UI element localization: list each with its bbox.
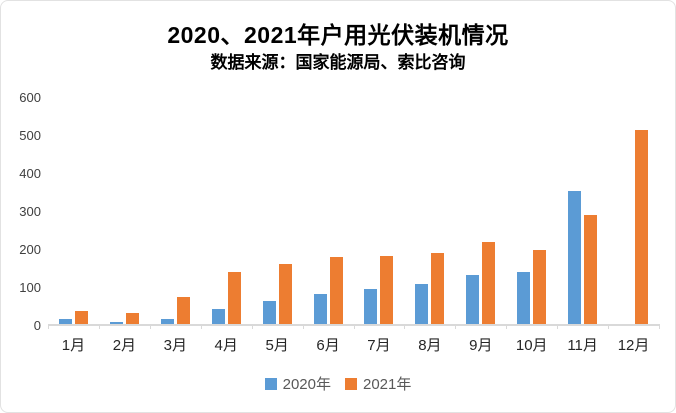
legend-item-2021: 2021年 bbox=[345, 373, 411, 394]
x-tick-label-12月: 12月 bbox=[617, 337, 650, 354]
bar-2021年-6月 bbox=[330, 257, 343, 324]
x-tick-label-7月: 7月 bbox=[367, 337, 391, 354]
x-tick-label-4月: 4月 bbox=[214, 337, 238, 354]
x-tick-label-10月: 10月 bbox=[515, 337, 548, 354]
y-tick-label-300: 300 bbox=[19, 204, 41, 219]
x-axis-tick bbox=[506, 324, 508, 329]
bar-2020年-10月 bbox=[517, 272, 530, 324]
x-axis-tick bbox=[98, 324, 100, 329]
legend: 2020年 2021年 bbox=[1, 373, 675, 394]
x-axis: 1月 2月 3月 4月 5月 6月 7月 8月 9月 10月 11月 12月 bbox=[48, 334, 659, 354]
x-tick-label-11月: 11月 bbox=[567, 337, 598, 354]
bar-2020年-8月 bbox=[415, 284, 428, 324]
bar-2020年-4月 bbox=[212, 309, 225, 324]
y-tick-label-600: 600 bbox=[19, 90, 41, 105]
y-tick-label-100: 100 bbox=[19, 280, 41, 295]
bar-2021年-4月 bbox=[228, 272, 241, 324]
x-axis-tick bbox=[353, 324, 355, 329]
y-tick-label-200: 200 bbox=[19, 242, 41, 257]
bar-2020年-5月 bbox=[263, 301, 276, 324]
y-tick-label-500: 500 bbox=[19, 128, 41, 143]
bar-2020年-6月 bbox=[314, 294, 327, 324]
x-tick-label-9月: 9月 bbox=[469, 337, 493, 354]
x-axis-tick bbox=[302, 324, 304, 329]
bar-2020年-3月 bbox=[161, 319, 174, 324]
bar-2020年-2月 bbox=[110, 322, 123, 324]
x-tick-label-2月: 2月 bbox=[112, 337, 137, 354]
bar-2021年-9月 bbox=[482, 242, 495, 324]
plot-area bbox=[48, 98, 660, 329]
x-axis-tick bbox=[557, 324, 559, 329]
x-tick-label-5月: 5月 bbox=[265, 337, 289, 354]
legend-item-2020: 2020年 bbox=[264, 373, 331, 394]
chart-subtitle: 数据来源：国家能源局、索比咨询 bbox=[210, 53, 466, 72]
bar-2021年-5月 bbox=[279, 264, 292, 324]
x-axis-tick bbox=[608, 324, 610, 329]
bar-2021年-11月 bbox=[584, 215, 597, 324]
bar-2021年-8月 bbox=[431, 253, 444, 324]
bar-2020年-1月 bbox=[59, 319, 72, 324]
legend-swatch-2021 bbox=[345, 377, 357, 390]
x-axis-tick bbox=[455, 324, 457, 329]
x-tick-label-3月: 3月 bbox=[163, 337, 187, 354]
x-axis-tick bbox=[404, 324, 406, 329]
legend-label-2020: 2020年 bbox=[282, 376, 331, 393]
legend-swatch-2020 bbox=[264, 377, 277, 390]
legend-label-2021: 2021年 bbox=[363, 376, 412, 393]
bar-2020年-11月 bbox=[568, 191, 581, 324]
y-tick-label-0: 0 bbox=[33, 318, 41, 333]
bar-2021年-3月 bbox=[177, 297, 190, 324]
x-tick-label-6月: 6月 bbox=[316, 337, 340, 354]
bar-2021年-2月 bbox=[126, 313, 139, 324]
x-axis-tick bbox=[251, 324, 253, 329]
bar-2020年-9月 bbox=[466, 275, 479, 324]
bar-2021年-10月 bbox=[533, 250, 546, 324]
bar-2021年-12月 bbox=[635, 130, 648, 324]
x-tick-label-1月: 1月 bbox=[61, 337, 86, 354]
bar-2020年-7月 bbox=[364, 289, 377, 324]
bar-2021年-7月 bbox=[380, 256, 393, 324]
x-axis-tick bbox=[149, 324, 151, 329]
x-tick-label-8月: 8月 bbox=[418, 337, 442, 354]
x-axis-tick bbox=[48, 324, 49, 329]
bar-2021年-1月 bbox=[75, 311, 88, 324]
x-axis-tick bbox=[659, 324, 660, 329]
chart-title: 2020、2021年户用光伏装机情况 bbox=[167, 22, 509, 48]
y-tick-label-400: 400 bbox=[19, 166, 41, 181]
x-axis-tick bbox=[200, 324, 202, 329]
